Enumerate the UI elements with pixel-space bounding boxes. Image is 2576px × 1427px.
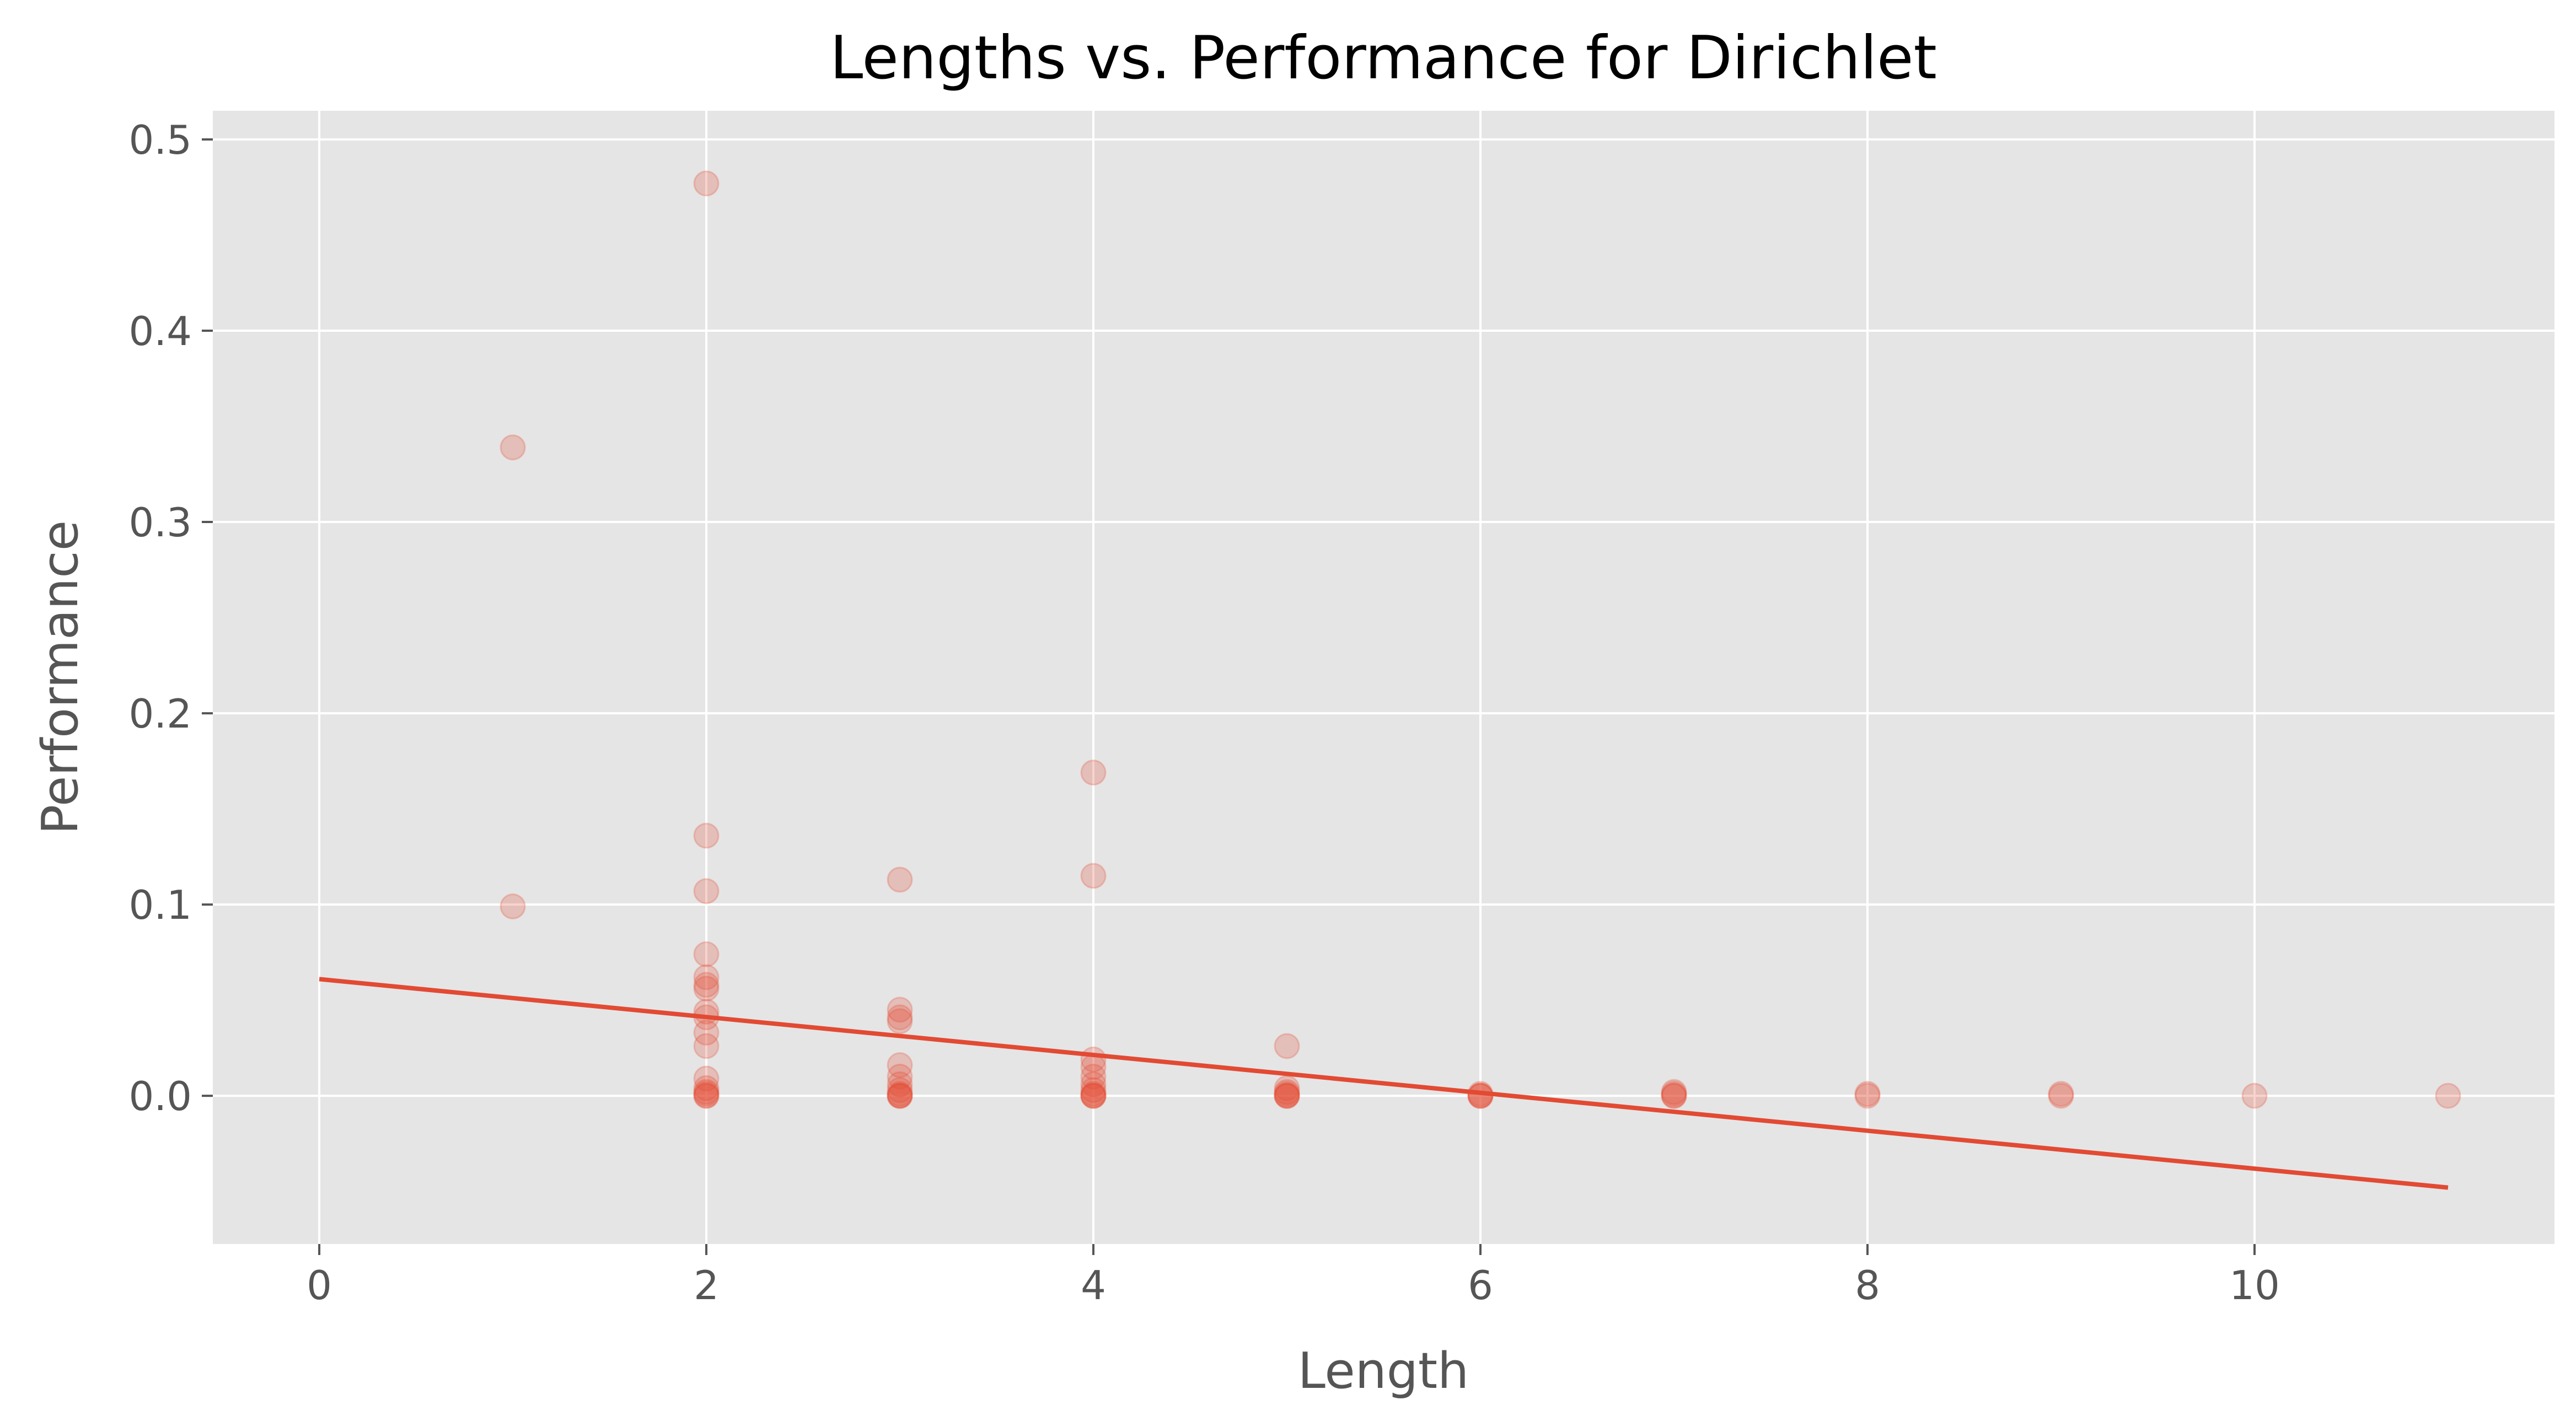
data-point: [887, 1052, 913, 1079]
data-point: [887, 1004, 913, 1031]
grid-lines: [213, 111, 2554, 1244]
data-point: [693, 1065, 720, 1092]
data-point: [693, 170, 720, 197]
data-point: [2048, 1081, 2074, 1107]
data-point: [1080, 1077, 1107, 1103]
data-point: [1661, 1083, 1687, 1109]
data-point: [693, 878, 720, 904]
data-point: [1080, 1081, 1107, 1107]
data-point: [887, 1083, 913, 1109]
trend-line: [319, 977, 2449, 1190]
data-point: [1080, 863, 1107, 889]
data-point: [693, 964, 720, 990]
data-point: [1080, 1083, 1107, 1109]
data-point: [887, 866, 913, 893]
data-point: [887, 1083, 913, 1109]
y-axis-ticks: 0.0 0.1 0.2 0.3 0.4 0.5: [128, 117, 213, 1119]
y-tick-label: 0.4: [128, 308, 192, 354]
data-point: [1274, 1083, 1300, 1109]
data-point: [1274, 1079, 1300, 1105]
y-tick-label: 0.3: [128, 499, 192, 546]
data-point: [1274, 1081, 1300, 1107]
x-tick-label: 0: [307, 1262, 332, 1308]
data-point: [693, 1081, 720, 1107]
x-tick-label: 4: [1081, 1262, 1106, 1308]
y-tick-label: 0.1: [128, 882, 192, 928]
data-point: [887, 1083, 913, 1109]
data-point: [1274, 1033, 1300, 1059]
y-tick-label: 0.5: [128, 117, 192, 163]
data-point: [693, 1083, 720, 1109]
data-point: [1854, 1081, 1881, 1107]
data-point: [887, 1063, 913, 1090]
data-point: [887, 997, 913, 1023]
data-point: [693, 1020, 720, 1046]
data-point: [887, 1077, 913, 1103]
x-tick-label: 8: [1855, 1262, 1880, 1308]
data-point: [887, 1071, 913, 1097]
data-point: [887, 1008, 913, 1035]
data-point: [1080, 760, 1107, 786]
data-point: [693, 976, 720, 1002]
data-point: [1080, 1083, 1107, 1109]
data-point: [693, 972, 720, 998]
y-tick-label: 0.0: [128, 1073, 192, 1119]
data-point: [887, 1081, 913, 1107]
data-point: [2048, 1083, 2074, 1109]
data-point: [693, 1033, 720, 1059]
data-point: [693, 822, 720, 849]
data-point: [2241, 1083, 2268, 1109]
data-point: [1274, 1083, 1300, 1109]
data-point: [1080, 1063, 1107, 1090]
data-point: [1661, 1083, 1687, 1109]
x-axis-ticks: 0 2 4 6 8 10: [307, 1244, 2280, 1308]
data-point: [1854, 1083, 1881, 1109]
data-point: [693, 1075, 720, 1101]
data-point: [1661, 1081, 1687, 1107]
data-point: [1661, 1079, 1687, 1105]
trend-line-group: [319, 977, 2449, 1190]
x-tick-label: 10: [2229, 1262, 2280, 1308]
data-point: [693, 941, 720, 967]
data-point: [693, 1083, 720, 1109]
data-point: [1080, 1083, 1107, 1109]
x-tick-label: 6: [1468, 1262, 1493, 1308]
y-axis-label: Performance: [31, 520, 89, 834]
data-point: [1080, 1071, 1107, 1097]
x-tick-label: 2: [694, 1262, 719, 1308]
data-point: [2435, 1083, 2461, 1109]
data-point: [500, 434, 526, 461]
data-point: [693, 1079, 720, 1105]
data-point: [500, 893, 526, 920]
chart-title: Lengths vs. Performance for Dirichlet: [830, 24, 1937, 93]
plot-background: [213, 111, 2554, 1244]
data-points: [500, 170, 2461, 1109]
data-point: [1274, 1083, 1300, 1109]
x-axis-label: Length: [1298, 1342, 1469, 1400]
y-tick-label: 0.2: [128, 691, 192, 737]
